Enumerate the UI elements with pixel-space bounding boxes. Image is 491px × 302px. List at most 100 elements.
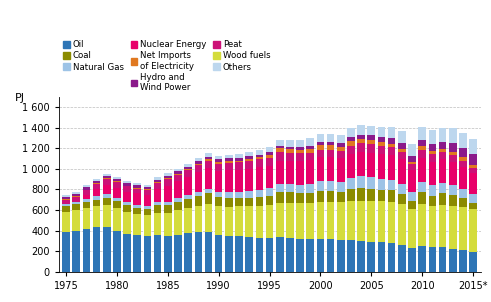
Bar	[276, 149, 283, 152]
Bar	[194, 192, 202, 196]
Bar	[337, 192, 345, 202]
Bar	[103, 227, 110, 272]
Bar	[164, 185, 172, 201]
Bar	[266, 196, 273, 205]
Bar	[347, 178, 355, 189]
Bar	[123, 234, 131, 272]
Bar	[327, 133, 334, 142]
Bar	[225, 198, 233, 207]
Bar	[469, 139, 477, 154]
Bar	[296, 194, 304, 203]
Bar	[113, 231, 121, 272]
Bar	[215, 235, 222, 272]
Bar	[205, 159, 212, 161]
Bar	[306, 138, 314, 146]
Bar	[429, 196, 436, 206]
Bar	[82, 185, 90, 187]
Bar	[134, 183, 141, 185]
Bar	[306, 193, 314, 203]
Bar	[134, 235, 141, 272]
Bar	[82, 195, 90, 199]
Bar	[317, 134, 324, 142]
Bar	[337, 143, 345, 147]
Bar	[62, 206, 70, 212]
Bar	[194, 165, 202, 172]
Bar	[296, 185, 304, 194]
Bar	[225, 207, 233, 236]
Bar	[317, 202, 324, 239]
Bar	[93, 189, 100, 196]
Bar	[337, 151, 345, 159]
Bar	[134, 194, 141, 205]
Bar	[367, 136, 375, 140]
Bar	[459, 148, 466, 157]
Bar	[378, 190, 385, 201]
Bar	[205, 194, 212, 204]
Bar	[82, 190, 90, 195]
Bar	[123, 192, 131, 202]
Bar	[306, 153, 314, 160]
Bar	[286, 149, 294, 153]
Bar	[367, 201, 375, 242]
Bar	[246, 161, 253, 169]
Bar	[194, 161, 202, 164]
Bar	[357, 188, 365, 201]
Bar	[255, 190, 263, 197]
Bar	[388, 190, 395, 202]
Bar	[367, 144, 375, 153]
Bar	[113, 201, 121, 208]
Bar	[184, 164, 192, 167]
Bar	[317, 150, 324, 157]
Bar	[144, 206, 151, 209]
Bar	[93, 227, 100, 272]
Bar	[408, 162, 416, 164]
Bar	[246, 169, 253, 191]
Bar	[72, 192, 80, 194]
Bar	[205, 157, 212, 159]
Bar	[225, 161, 233, 162]
Bar	[378, 127, 385, 137]
Bar	[347, 141, 355, 146]
Bar	[72, 210, 80, 231]
Bar	[347, 240, 355, 272]
Bar	[408, 156, 416, 162]
Bar	[154, 182, 162, 183]
Bar	[72, 196, 80, 198]
Bar	[276, 192, 283, 203]
Bar	[72, 198, 80, 201]
Bar	[93, 206, 100, 227]
Bar	[327, 191, 334, 202]
Bar	[164, 173, 172, 176]
Bar	[408, 201, 416, 209]
Bar	[82, 199, 90, 202]
Bar	[62, 204, 70, 206]
Bar	[235, 198, 243, 206]
Bar	[174, 172, 182, 174]
Bar	[215, 197, 222, 206]
Bar	[429, 130, 436, 144]
Bar	[194, 164, 202, 165]
Bar	[337, 240, 345, 272]
Bar	[174, 169, 182, 172]
Bar	[235, 206, 243, 236]
Bar	[296, 153, 304, 161]
Bar	[398, 159, 406, 184]
Bar	[225, 170, 233, 192]
Bar	[378, 142, 385, 146]
Bar	[266, 188, 273, 196]
Bar	[144, 187, 151, 189]
Bar	[418, 182, 426, 192]
Bar	[317, 181, 324, 191]
Bar	[174, 181, 182, 198]
Bar	[103, 205, 110, 227]
Bar	[255, 167, 263, 190]
Bar	[164, 178, 172, 179]
Bar	[62, 194, 70, 197]
Bar	[388, 180, 395, 190]
Bar	[215, 159, 222, 162]
Bar	[418, 127, 426, 140]
Bar	[438, 183, 446, 194]
Bar	[194, 159, 202, 161]
Bar	[184, 177, 192, 195]
Bar	[123, 205, 131, 212]
